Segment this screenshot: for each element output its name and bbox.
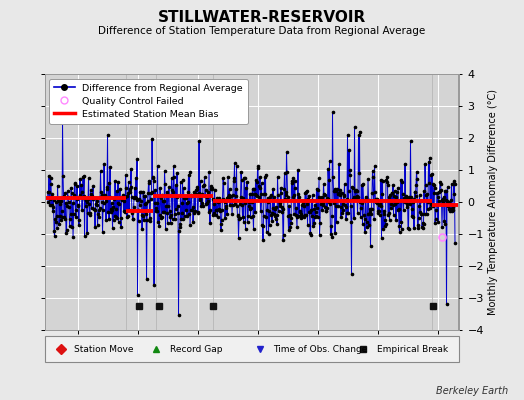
Y-axis label: Monthly Temperature Anomaly Difference (°C): Monthly Temperature Anomaly Difference (…	[488, 89, 498, 315]
Text: Difference of Station Temperature Data from Regional Average: Difference of Station Temperature Data f…	[99, 26, 425, 36]
Text: Record Gap: Record Gap	[170, 344, 222, 354]
Text: Station Move: Station Move	[74, 344, 134, 354]
Text: STILLWATER-RESERVOIR: STILLWATER-RESERVOIR	[158, 10, 366, 25]
Legend: Difference from Regional Average, Quality Control Failed, Estimated Station Mean: Difference from Regional Average, Qualit…	[49, 79, 248, 124]
Text: Berkeley Earth: Berkeley Earth	[436, 386, 508, 396]
Text: Time of Obs. Change: Time of Obs. Change	[273, 344, 367, 354]
Text: Empirical Break: Empirical Break	[377, 344, 447, 354]
